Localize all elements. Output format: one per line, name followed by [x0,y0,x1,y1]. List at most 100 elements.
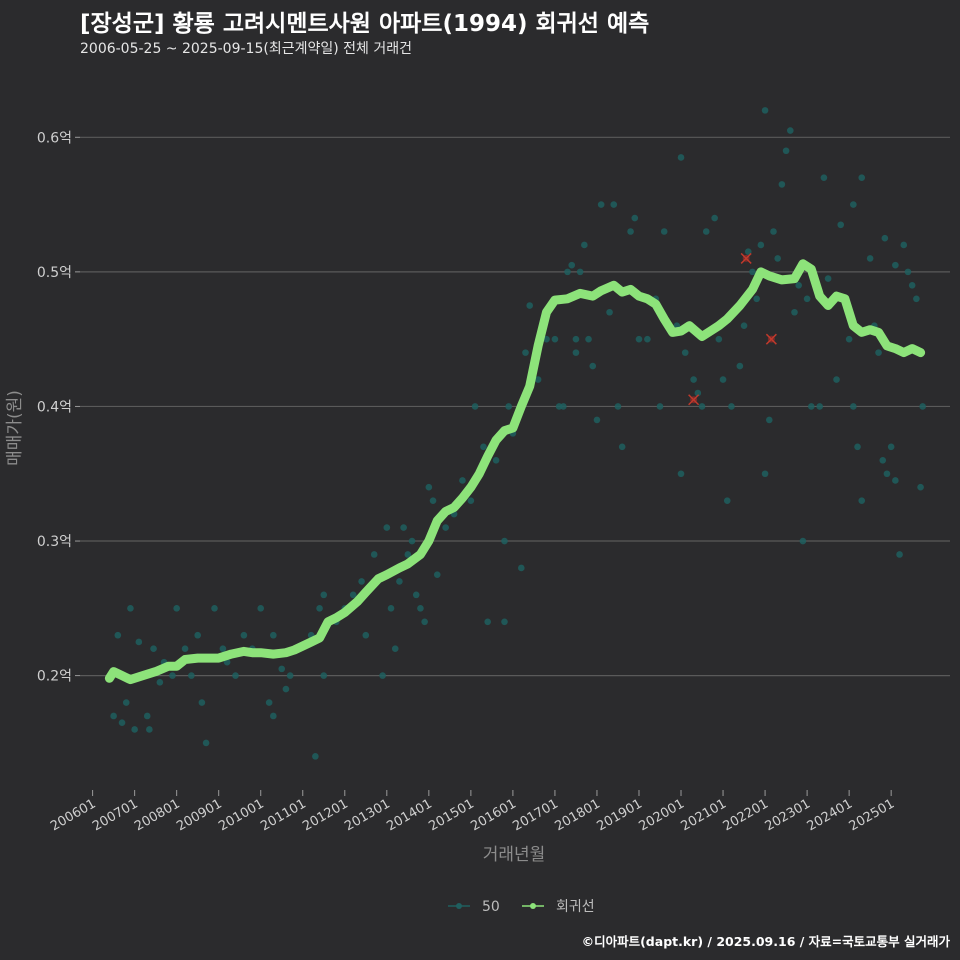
scatter-point [181,645,189,652]
scatter-point [858,174,866,181]
scatter-point [425,483,433,491]
regression-line [104,259,926,685]
x-axis-ticks: 2006012007012008012009012010012011012012… [48,790,897,834]
scatter-point [919,403,926,410]
y-tick-label: 0.4억 [37,399,72,415]
scatter-point [114,631,122,639]
x-tick-label: 201501 [426,796,476,834]
scatter-point [551,335,559,343]
scatter-point [631,214,639,222]
scatter-point [610,201,618,208]
scatter-point [896,551,903,558]
scatter-point [786,127,794,134]
scatter-point [526,302,534,309]
scatter-point [518,564,525,572]
scatter-point [618,443,626,451]
scatter-point [312,753,319,760]
scatter-point [122,699,130,706]
scatter-point [564,268,571,276]
scatter-point [744,248,752,255]
y-tick-label: 0.6억 [37,130,72,146]
scatter-point [879,456,887,464]
scatter-point [681,349,689,356]
x-tick-label: 200701 [90,796,140,834]
regression-line-group [104,259,926,685]
outlier-cross [740,252,752,264]
scatter-point [614,403,622,410]
scatter-point [887,443,895,451]
scatter-point [723,497,731,504]
scatter-point [799,537,807,545]
scatter-point [883,470,891,478]
scatter-point [127,605,134,612]
scatter-point [270,712,277,720]
scatter-point [150,645,157,652]
scatter-point [736,362,744,370]
scatter-point [568,261,576,269]
scatter-point [433,571,441,578]
scatter-point [765,416,773,424]
scatter-point [845,335,853,343]
scatter-point [286,672,294,679]
outlier-markers [688,252,777,406]
scatter-point [850,403,857,410]
scatter-point [492,456,500,464]
source-credit: ©디아파트(dapt.kr) / 2025.09.16 / 자료=국토교통부 실… [581,934,950,949]
x-tick-label: 201101 [258,796,308,834]
scatter-point [778,181,786,188]
scatter-point [467,497,475,504]
scatter-point [761,470,769,478]
scatter-point [900,241,908,249]
scatter-point [135,638,143,646]
scatter-point [173,605,180,612]
scatter-point [501,618,508,626]
legend-swatch-dot [456,903,462,909]
scatter-point [917,483,924,491]
scatter-point [858,497,866,504]
scatter-point [522,349,529,356]
legend: 50 회귀선 [448,899,595,915]
scatter-point [576,268,584,276]
scatter-point [459,477,466,484]
x-tick-label: 201201 [300,796,350,834]
scatter-point [146,726,153,733]
scatter-point [837,221,845,229]
x-tick-label: 202301 [763,796,813,834]
scatter-point [391,645,399,652]
scatter-point [442,524,449,531]
scatter-point [232,672,239,679]
scatter-point [635,335,643,343]
scatter-point [866,255,874,262]
x-tick-label: 201401 [384,796,434,834]
y-tick-label: 0.2억 [37,669,72,685]
scatter-point [400,524,407,531]
scatter-point [543,335,550,343]
scatter-point [774,255,781,262]
scatter-point [690,376,697,383]
x-tick-label: 201701 [510,796,560,834]
scatter-point [820,174,828,181]
scatter-point [597,201,605,208]
scatter-point [169,672,176,679]
scatter-point [892,261,899,269]
scatter-point [581,241,588,249]
scatter-point [677,154,685,161]
outlier-cross [765,333,777,345]
scatter-point [808,403,815,410]
scatter-point [404,551,412,558]
chart-title: [장성군] 황룡 고려시멘트사원 아파트(1994) 회귀선 예측 [80,11,650,37]
scatter-point [644,335,651,343]
scatter-point [320,591,328,599]
scatter-point [782,147,790,155]
scatter-point [421,618,428,626]
scatter-point [131,726,138,733]
x-axis-label: 거래년월 [483,845,546,865]
scatter-point [560,403,567,410]
scatter-point [198,699,206,706]
x-tick-label: 202001 [637,796,687,834]
scatter-point [761,107,769,114]
x-tick-label: 200601 [48,796,98,834]
scatter-point [702,228,710,235]
scatter-point [316,605,323,612]
scatter-point [698,403,706,410]
